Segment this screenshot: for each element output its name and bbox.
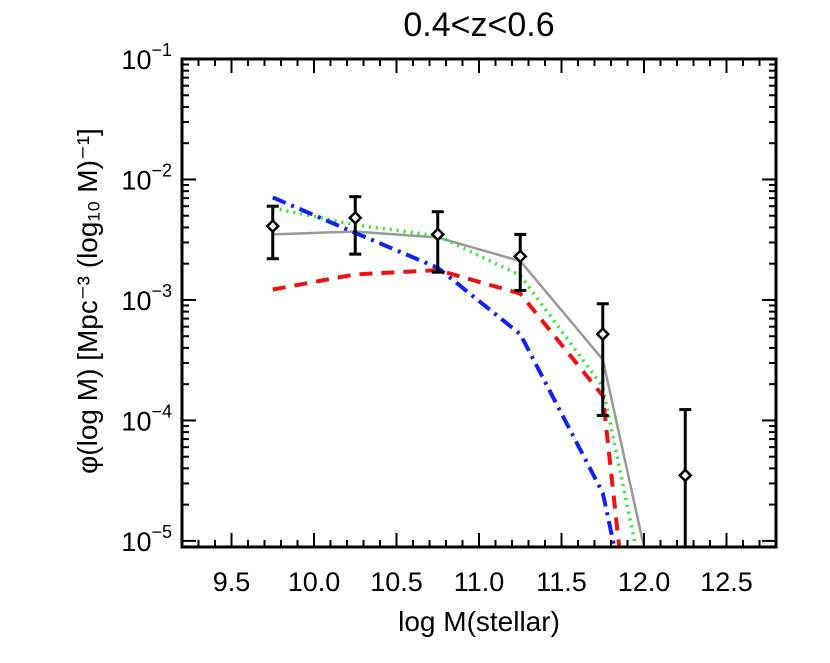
x-tick-label: 9.5 (213, 567, 251, 597)
y-tick-label: 10−1 (121, 40, 172, 75)
series-line-1 (272, 206, 638, 547)
y-axis-label: φ(log M) [Mpc⁻³ (log₁₀ M)⁻¹] (72, 128, 103, 474)
data-point-5 (677, 468, 693, 483)
y-tick-label: 10−5 (121, 522, 172, 557)
series-line-0 (272, 230, 646, 547)
data-point-3 (512, 249, 528, 264)
x-tick-label: 10.0 (288, 567, 341, 597)
y-tick-label: 10−2 (121, 160, 172, 195)
chart-title: 0.4<z<0.6 (403, 6, 554, 44)
data-point-1 (347, 210, 363, 226)
x-tick-label: 12.0 (618, 567, 671, 597)
series-line-3 (272, 195, 617, 547)
y-tick-label: 10−4 (121, 401, 172, 436)
x-tick-label: 12.5 (700, 567, 753, 597)
x-tick-label: 11.0 (454, 567, 505, 597)
series-line-2 (272, 268, 622, 547)
x-tick-label: 10.5 (370, 567, 423, 597)
x-tick-label: 11.5 (536, 567, 587, 597)
y-tick-label: 10−3 (121, 281, 172, 316)
data-point-4 (595, 326, 611, 342)
data-point-2 (430, 227, 446, 242)
x-axis-label: log M(stellar) (398, 606, 560, 637)
plot-frame (180, 57, 778, 549)
data-point-0 (265, 218, 281, 234)
